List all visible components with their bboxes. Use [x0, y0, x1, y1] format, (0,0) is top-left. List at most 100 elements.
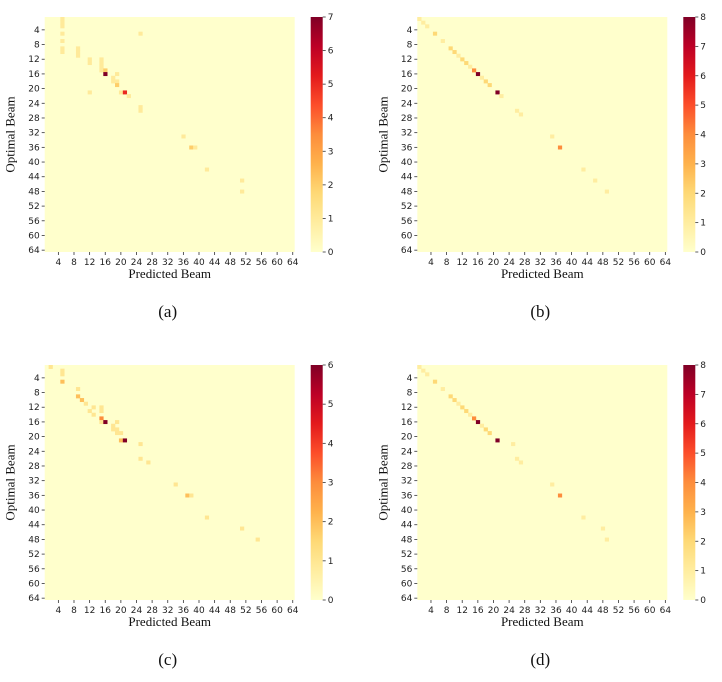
y-tick-label: 44 — [401, 173, 413, 183]
y-tick-label: 8 — [407, 389, 413, 399]
heatmap-cell — [138, 105, 143, 110]
heatmap-cell — [460, 57, 465, 62]
heatmap-cell — [75, 387, 81, 392]
y-tick-label: 52 — [401, 550, 412, 560]
heatmap-cell — [115, 420, 120, 425]
y-tick-label: 12 — [401, 403, 412, 413]
heatmap-cell — [103, 420, 108, 425]
y-tick-label: 40 — [401, 158, 413, 168]
heatmap-cell — [99, 57, 104, 62]
x-tick-label: 60 — [644, 606, 656, 616]
heatmap-cell — [432, 379, 438, 384]
heatmap-cell — [464, 409, 469, 414]
colorbar-tick-label: 3 — [700, 508, 706, 518]
heatmap-cell — [111, 75, 116, 80]
colorbar-tick-label: 7 — [700, 42, 706, 52]
colorbar-tick-label: 1 — [328, 214, 334, 224]
heatmap-cell — [479, 423, 485, 428]
heatmap-cell — [483, 79, 488, 84]
heatmap-cell — [126, 94, 131, 99]
heatmap-cell — [99, 409, 104, 414]
x-tick-label: 36 — [178, 258, 190, 268]
heatmap-cell — [99, 68, 104, 73]
heatmap-cell — [514, 456, 520, 461]
colorbar-tick-label: 2 — [700, 189, 706, 199]
heatmap-cell — [240, 178, 245, 183]
y-tick-label: 36 — [401, 491, 413, 501]
heatmap-cell — [173, 482, 178, 487]
heatmap-cell — [99, 405, 104, 410]
heatmap-cell — [111, 423, 116, 428]
y-tick-label: 56 — [401, 565, 413, 575]
x-tick-label: 8 — [71, 606, 77, 616]
colorbar-tick-label: 7 — [328, 13, 334, 23]
colorbar-tick-label: 1 — [700, 219, 706, 229]
heatmap-cell — [471, 68, 477, 73]
colorbar-tick-label: 5 — [700, 449, 706, 459]
heatmap-cell — [604, 189, 610, 194]
colorbar-tick-label: 0 — [700, 596, 706, 606]
x-tick-label: 16 — [472, 258, 484, 268]
heatmap-cell — [99, 416, 104, 421]
colorbar-tick-label: 1 — [328, 557, 334, 567]
colorbar — [683, 17, 696, 252]
y-tick-label: 60 — [28, 579, 40, 589]
heatmap-cell — [189, 493, 194, 498]
x-tick-label: 4 — [428, 606, 434, 616]
heatmap-cell — [87, 61, 92, 66]
y-tick-label: 4 — [34, 26, 40, 36]
heatmap-cell — [432, 31, 438, 36]
x-tick-label: 64 — [287, 606, 299, 616]
y-tick-label: 48 — [401, 187, 413, 197]
heatmap-cell — [452, 50, 457, 55]
y-tick-label: 32 — [401, 477, 412, 487]
y-tick-label: 56 — [28, 217, 40, 227]
x-tick-label: 20 — [488, 606, 500, 616]
x-tick-label: 40 — [566, 606, 578, 616]
x-tick-label: 16 — [100, 606, 112, 616]
heatmap-cell — [115, 83, 120, 88]
colorbar-tick-label: 6 — [700, 420, 706, 430]
y-tick-label: 60 — [401, 579, 413, 589]
heatmap-cell — [421, 20, 426, 25]
x-tick-label: 28 — [146, 606, 158, 616]
y-tick-label: 40 — [401, 506, 413, 516]
heatmap-cell — [593, 178, 598, 183]
x-axis-label: Predicted Beam — [501, 266, 584, 281]
heatmap-cell — [75, 50, 81, 55]
heatmap-cell — [87, 409, 92, 414]
heatmap-cell — [495, 438, 500, 443]
y-tick-label: 60 — [401, 231, 413, 241]
heatmap-cell — [518, 460, 524, 465]
heatmap-cell — [185, 493, 190, 498]
colorbar — [683, 365, 696, 600]
y-tick-label: 8 — [407, 41, 413, 51]
heatmap-cell — [417, 365, 422, 369]
x-tick-label: 4 — [56, 258, 62, 268]
panel-caption: (d) — [530, 650, 550, 669]
heatmap-cell — [240, 526, 245, 531]
x-tick-label: 24 — [503, 258, 515, 268]
y-tick-label: 24 — [401, 447, 413, 457]
y-tick-label: 64 — [28, 246, 40, 256]
y-tick-label: 12 — [28, 55, 39, 65]
heatmap-cell — [60, 31, 65, 36]
y-tick-label: 52 — [401, 202, 412, 212]
x-tick-label: 12 — [84, 606, 95, 616]
colorbar-tick-label: 2 — [328, 518, 334, 528]
heatmap-cell — [468, 412, 473, 417]
x-tick-label: 56 — [256, 606, 268, 616]
colorbar-tick-label: 1 — [700, 567, 706, 577]
x-tick-label: 36 — [550, 606, 562, 616]
y-tick-label: 32 — [28, 129, 39, 139]
heatmap-cell — [60, 368, 65, 373]
heatmap-cell — [550, 482, 555, 487]
colorbar-tick-label: 2 — [700, 537, 706, 547]
heatmap-cell — [122, 438, 128, 443]
y-tick-label: 64 — [401, 594, 413, 604]
y-tick-label: 4 — [407, 26, 413, 36]
y-tick-label: 16 — [401, 70, 413, 80]
heatmap-cell — [60, 20, 65, 25]
heatmap-cell — [99, 420, 104, 425]
heatmap-cell — [511, 442, 516, 447]
